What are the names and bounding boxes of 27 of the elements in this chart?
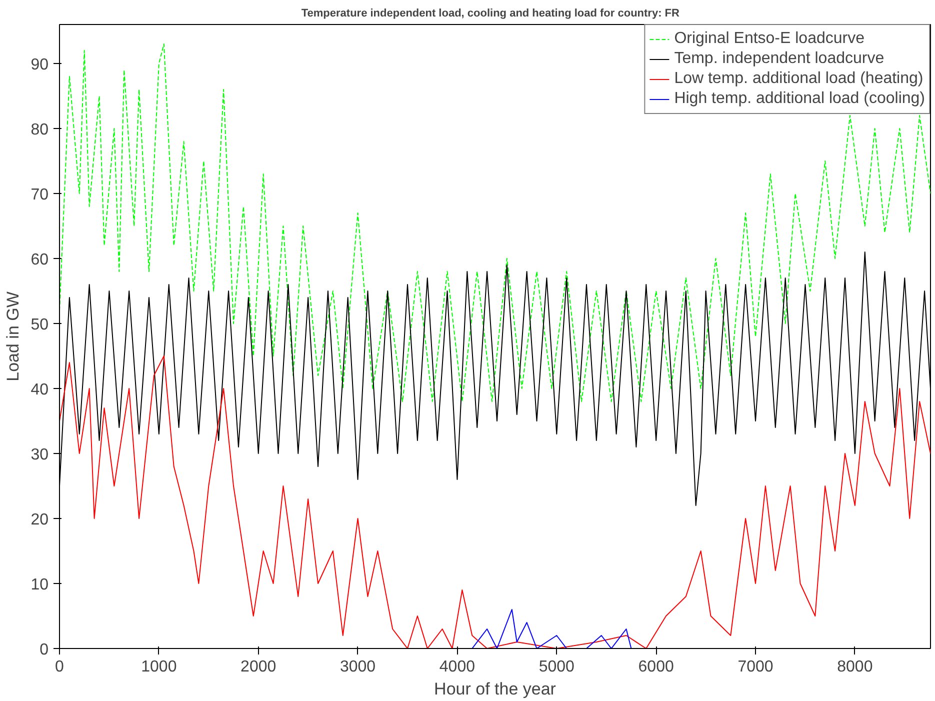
y-tick-label: 10 [30,576,49,594]
y-tick-label: 90 [30,56,49,74]
y-tick-label: 30 [30,446,49,464]
x-tick-label: 1000 [141,658,177,676]
legend-label: Low temp. additional load (heating) [674,70,924,88]
y-axis-title: Load in GW [4,292,23,382]
x-axis-title: Hour of the year [434,680,556,698]
legend-label: High temp. additional load (cooling) [674,90,925,108]
legend-label: Original Entso-E loadcurve [674,30,864,48]
y-tick-label: 50 [30,316,49,334]
y-tick-label: 0 [40,642,49,658]
x-tick-label: 6000 [638,658,674,676]
x-tick-label: 4000 [439,658,476,676]
y-tick-label: 20 [30,512,49,528]
x-tick-label: 5000 [538,658,575,676]
x-tick-label: 2000 [240,658,276,676]
line-series [472,609,632,648]
x-tick-label: 0 [55,658,64,676]
y-tick-label: 70 [30,186,49,204]
y-tick-label: 60 [30,252,49,268]
x-tick-label: 7000 [738,658,774,676]
legend-label: Temp. independent loadcurve [674,50,884,68]
chart-title: Temperature independent load, cooling and heating load for country: FR [301,8,680,20]
x-tick-label: 8000 [837,658,873,676]
y-tick-label: 80 [30,122,49,138]
y-tick-label: 40 [30,382,49,398]
x-tick-label: 3000 [340,658,376,676]
